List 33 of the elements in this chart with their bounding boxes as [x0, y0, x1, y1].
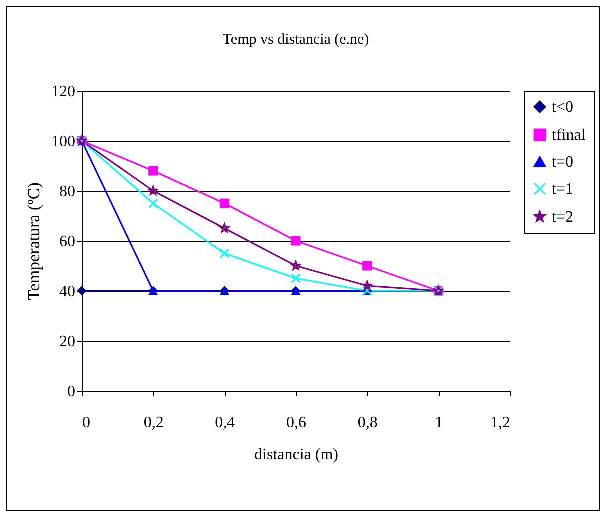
legend-label: t<0: [552, 99, 574, 116]
chart-title: Temp vs distancia (e.ne): [222, 32, 370, 48]
y-tick-label: 0: [68, 384, 76, 400]
point: [291, 261, 301, 270]
x-tick-label: 0,2: [144, 414, 164, 432]
y-tick-label: 100: [52, 134, 76, 150]
point: [291, 236, 301, 246]
y-tick-label: 60: [60, 234, 76, 250]
x-tick-label: 1: [435, 414, 444, 432]
legend-label: t=0: [552, 154, 574, 171]
legend-label: t=2: [552, 209, 574, 226]
x-axis-title: distancia (m): [254, 446, 338, 464]
legend-label: t=1: [552, 181, 574, 198]
x-tick-label: 0,6: [286, 414, 306, 432]
x-tick-label: 0,8: [358, 414, 378, 432]
point: [220, 248, 230, 258]
y-tick-label: 40: [60, 284, 76, 300]
point: [362, 261, 372, 271]
point: [148, 186, 158, 196]
point: [220, 198, 230, 208]
point: [291, 274, 301, 284]
y-tick-label: 20: [60, 334, 76, 350]
y-tick-label: 120: [52, 84, 76, 100]
x-tick-label: 1,2: [490, 414, 510, 432]
point: [362, 281, 372, 290]
point: [220, 224, 230, 233]
x-tick-label: 0,4: [215, 414, 236, 432]
x-tick-label: 0: [82, 414, 90, 432]
y-axis-title: Temperatura (ºC): [24, 182, 44, 300]
legend-label: tfinal: [552, 127, 586, 144]
point: [148, 198, 158, 208]
point: [148, 166, 158, 176]
y-tick-label: 80: [60, 184, 76, 200]
